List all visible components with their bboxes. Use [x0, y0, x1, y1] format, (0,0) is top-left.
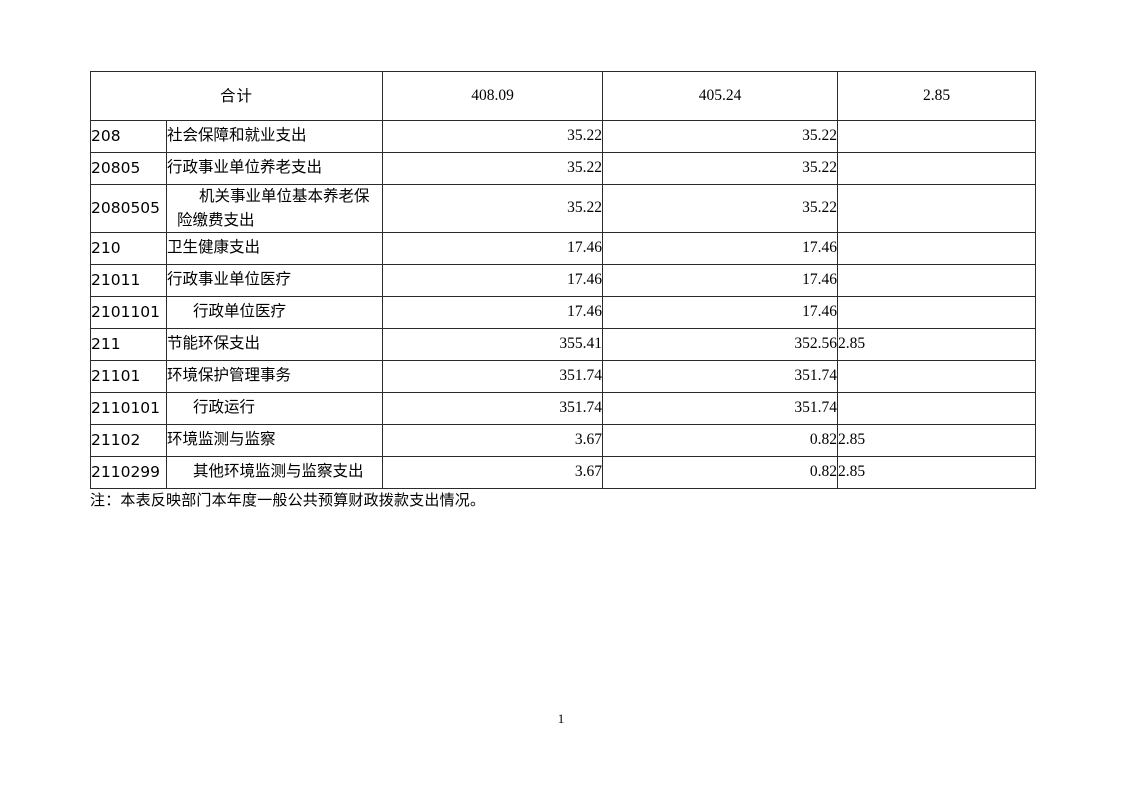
row-value-col3 — [837, 296, 1037, 329]
table-row: 208 社会保障和就业支出 35.22 35.22 — [90, 120, 1037, 153]
row-code: 2110299 — [90, 456, 167, 489]
row-name: 行政事业单位养老支出 — [165, 152, 384, 185]
row-value-col2: 35.22 — [602, 120, 839, 153]
table-row: 21101 环境保护管理事务 351.74 351.74 — [90, 360, 1037, 393]
table-header-row: 合计 408.09 405.24 2.85 — [89, 71, 1037, 121]
table-row: 21102 环境监测与监察 3.67 0.82 2.85 — [90, 424, 1037, 457]
row-value-col2: 35.22 — [602, 184, 839, 233]
row-name: 行政运行 — [165, 392, 384, 425]
row-value-col3: 2.85 — [837, 328, 1037, 361]
row-name: 环境监测与监察 — [165, 424, 384, 457]
row-value-col3: 2.85 — [837, 456, 1037, 489]
row-value-col1: 35.22 — [382, 120, 604, 153]
row-value-col2: 17.46 — [602, 264, 839, 297]
row-code: 2080505 — [90, 184, 167, 233]
row-value-col2: 351.74 — [602, 360, 839, 393]
row-value-col2: 35.22 — [602, 152, 839, 185]
row-name: 社会保障和就业支出 — [165, 120, 384, 153]
row-value-col1: 17.46 — [382, 232, 604, 265]
row-value-col1: 17.46 — [382, 296, 604, 329]
table-row: 2110299 其他环境监测与监察支出 3.67 0.82 2.85 — [90, 456, 1037, 489]
row-value-col2: 17.46 — [602, 296, 839, 329]
row-value-col3 — [837, 392, 1037, 425]
row-value-col2: 0.82 — [602, 456, 839, 489]
row-value-col2: 352.56 — [602, 328, 839, 361]
table-row: 210 卫生健康支出 17.46 17.46 — [90, 232, 1037, 265]
row-value-col1: 35.22 — [382, 184, 604, 233]
row-code: 211 — [90, 328, 167, 361]
row-value-col2: 351.74 — [602, 392, 839, 425]
row-value-col3 — [837, 232, 1037, 265]
header-total-value-col1: 408.09 — [382, 71, 604, 121]
row-value-col3 — [837, 264, 1037, 297]
row-code: 20805 — [90, 152, 167, 185]
row-code: 210 — [90, 232, 167, 265]
row-value-col3 — [837, 152, 1037, 185]
row-value-col1: 3.67 — [382, 456, 604, 489]
row-name: 其他环境监测与监察支出 — [165, 456, 384, 489]
row-value-col3 — [837, 184, 1037, 233]
page-number: 1 — [557, 711, 565, 726]
header-total-value-col3: 2.85 — [837, 71, 1037, 121]
row-value-col1: 351.74 — [382, 392, 604, 425]
header-total-label: 合计 — [89, 71, 384, 121]
row-value-col1: 3.67 — [382, 424, 604, 457]
row-code: 2110101 — [90, 392, 167, 425]
table-row: 20805 行政事业单位养老支出 35.22 35.22 — [90, 152, 1037, 185]
row-value-col1: 35.22 — [382, 152, 604, 185]
row-name: 卫生健康支出 — [165, 232, 384, 265]
row-name: 机关事业单位基本养老保险缴费支出 — [165, 184, 384, 233]
row-code: 21011 — [90, 264, 167, 297]
row-name: 行政事业单位医疗 — [165, 264, 384, 297]
row-value-col2: 17.46 — [602, 232, 839, 265]
header-total-value-col2: 405.24 — [602, 71, 839, 121]
table-row: 2110101 行政运行 351.74 351.74 — [90, 392, 1037, 425]
row-value-col2: 0.82 — [602, 424, 839, 457]
row-code: 2101101 — [90, 296, 167, 329]
row-code: 208 — [90, 120, 167, 153]
row-value-col3 — [837, 360, 1037, 393]
row-code: 21101 — [90, 360, 167, 393]
row-name: 节能环保支出 — [165, 328, 384, 361]
row-name: 行政单位医疗 — [165, 296, 384, 329]
row-value-col1: 355.41 — [382, 328, 604, 361]
table-row: 2080505 机关事业单位基本养老保险缴费支出 35.22 35.22 — [90, 184, 1037, 233]
table-footnote: 注：本表反映部门本年度一般公共预算财政拨款支出情况。 — [90, 491, 486, 509]
budget-expenditure-table: 合计 408.09 405.24 2.85 208 社会保障和就业支出 35.22 3… — [89, 71, 1037, 489]
row-value-col1: 351.74 — [382, 360, 604, 393]
table-body: 合计 408.09 405.24 2.85 208 社会保障和就业支出 35.22 3… — [89, 71, 1037, 489]
row-value-col1: 17.46 — [382, 264, 604, 297]
row-value-col3 — [837, 120, 1037, 153]
table-row: 211 节能环保支出 355.41 352.56 2.85 — [90, 328, 1037, 361]
row-code: 21102 — [90, 424, 167, 457]
table-row: 21011 行政事业单位医疗 17.46 17.46 — [90, 264, 1037, 297]
table-row: 2101101 行政单位医疗 17.46 17.46 — [90, 296, 1037, 329]
row-value-col3: 2.85 — [837, 424, 1037, 457]
row-name: 环境保护管理事务 — [165, 360, 384, 393]
